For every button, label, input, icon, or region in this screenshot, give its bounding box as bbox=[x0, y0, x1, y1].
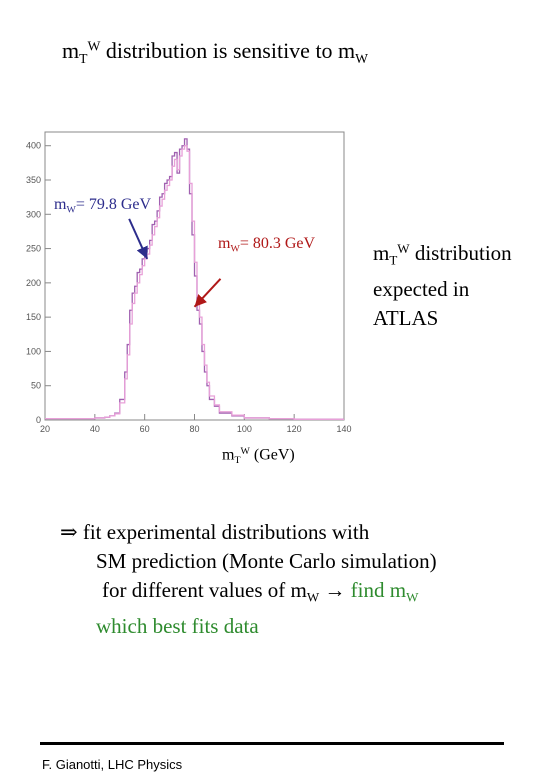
x-tick-label: 140 bbox=[336, 424, 351, 434]
x-tick-label: 120 bbox=[287, 424, 302, 434]
x-tick-label: 100 bbox=[237, 424, 252, 434]
y-tick-label: 300 bbox=[26, 209, 41, 219]
y-tick-label: 250 bbox=[26, 244, 41, 254]
histogram-series-2 bbox=[45, 145, 344, 420]
y-tick-label: 350 bbox=[26, 175, 41, 185]
x-axis-label: mTW (GeV) bbox=[222, 446, 295, 466]
footer-divider bbox=[40, 742, 504, 745]
side-caption: mTW distribution expected in ATLAS bbox=[373, 241, 512, 330]
y-tick-label: 200 bbox=[26, 278, 41, 288]
page-title: mTW distribution is sensitive to mW bbox=[62, 38, 369, 66]
annotation-mw-79-8: mW= 79.8 GeV bbox=[54, 196, 152, 216]
footer-credit: F. Gianotti, LHC Physics bbox=[42, 757, 183, 772]
y-tick-label: 100 bbox=[26, 346, 41, 356]
y-tick-label: 400 bbox=[26, 141, 41, 151]
y-tick-label: 50 bbox=[31, 381, 41, 391]
y-tick-label: 150 bbox=[26, 312, 41, 322]
arrow-symbol: → bbox=[324, 578, 346, 602]
mtw-histogram-chart: 0 50 100 150 200 250 300 350 400 20 40 60 80 100 120 14… bbox=[26, 131, 352, 434]
conclusion-text: ⇒ fit experimental distributions with SM… bbox=[60, 520, 437, 638]
annotation-arrow-2 bbox=[193, 278, 222, 308]
annotation-mw-80-3: mW= 80.3 GeV bbox=[218, 235, 316, 255]
x-tick-label: 40 bbox=[90, 424, 100, 434]
annotation-arrow-1 bbox=[128, 218, 149, 260]
x-tick-label: 20 bbox=[40, 424, 50, 434]
y-tick-label: 0 bbox=[36, 415, 41, 425]
x-tick-label: 60 bbox=[140, 424, 150, 434]
x-tick-label: 80 bbox=[189, 424, 199, 434]
implies-symbol: ⇒ bbox=[60, 520, 78, 544]
